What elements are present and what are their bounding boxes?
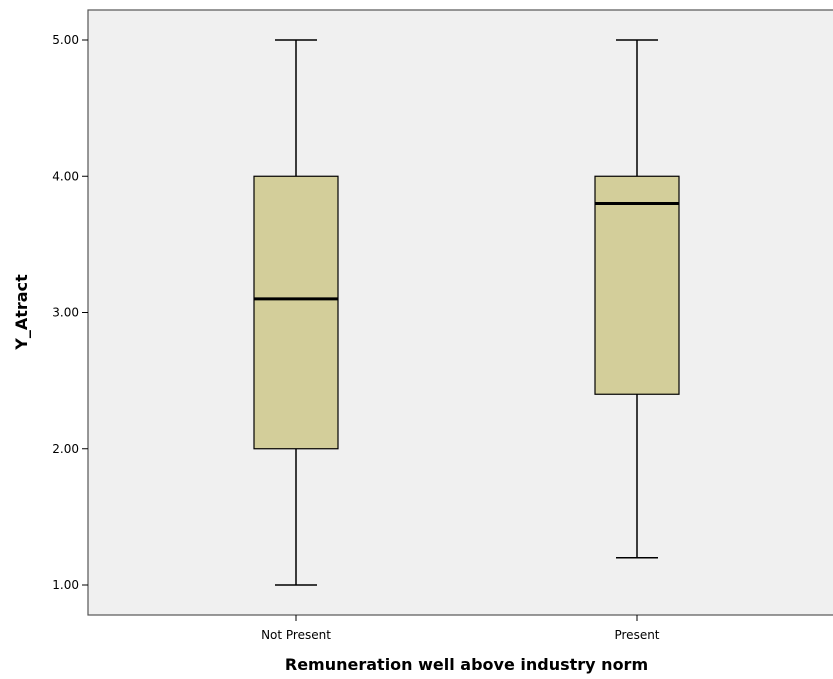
x-tick-label: Present [614,628,659,642]
iqr-box [253,175,339,450]
boxes [253,39,680,586]
y-tick-label: 4.00 [52,169,79,183]
y-tick-label: 2.00 [52,442,79,456]
x-axis-ticks: Not Present Present [261,615,660,642]
x-axis-title: Remuneration well above industry norm [285,655,648,674]
x-tick-label: Not Present [261,628,331,642]
y-axis-title: Y_Atract [12,274,31,351]
box-present [594,39,680,559]
y-tick-label: 3.00 [52,306,79,320]
box-not-present [253,39,339,586]
iqr-box [594,175,680,395]
y-axis-ticks: 1.00 2.00 3.00 4.00 5.00 [52,33,88,592]
y-tick-label: 5.00 [52,33,79,47]
y-tick-label: 1.00 [52,578,79,592]
plot-area [87,9,833,616]
